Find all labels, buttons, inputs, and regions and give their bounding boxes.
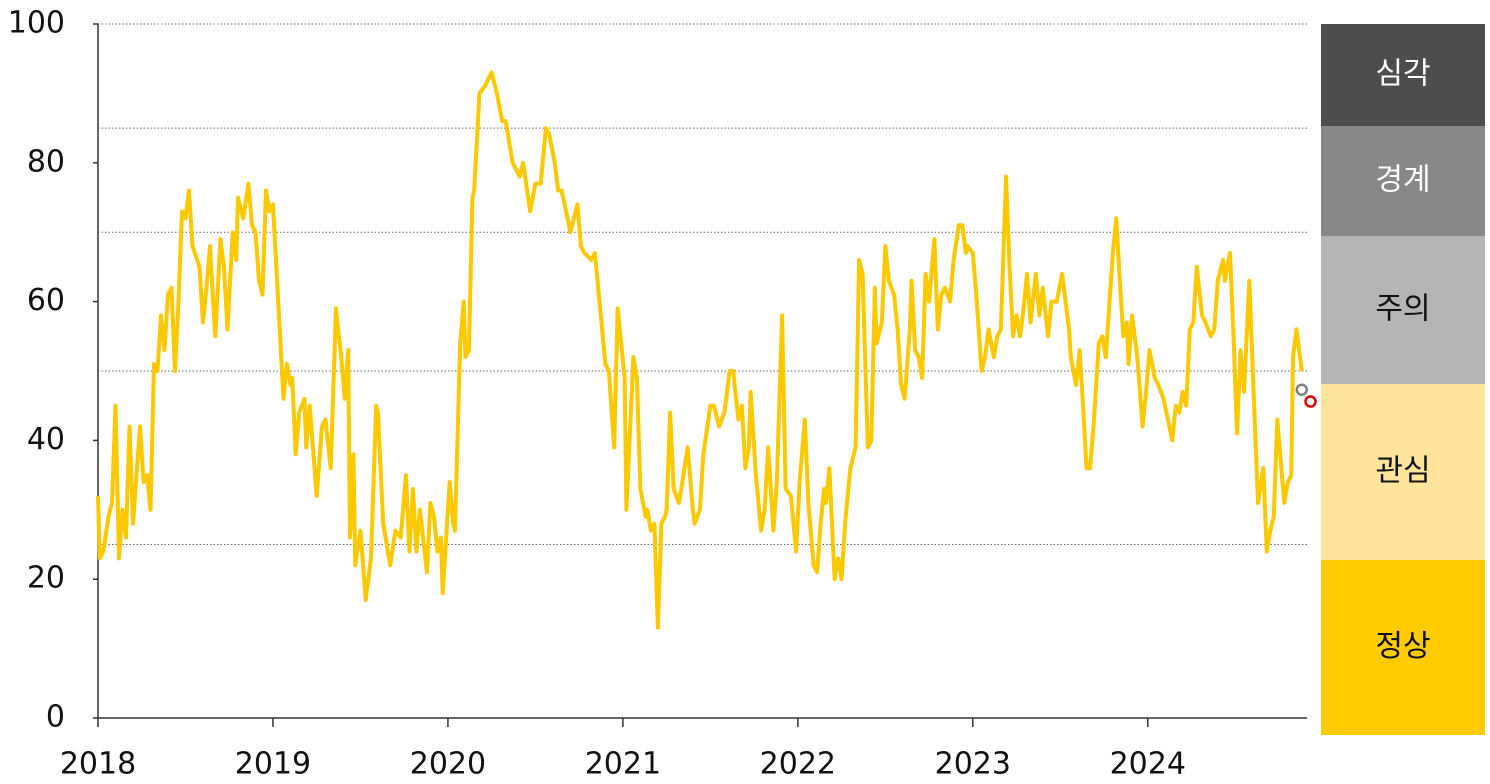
x-tick-label: 2022 xyxy=(760,747,836,782)
x-tick-label: 2021 xyxy=(585,747,661,782)
x-tick-label: 2019 xyxy=(235,747,311,782)
y-tick-label: 80 xyxy=(27,144,65,179)
level-label: 경계 xyxy=(1375,163,1430,198)
y-tick-label: 0 xyxy=(46,700,65,735)
x-tick-label: 2018 xyxy=(60,747,136,782)
level-band xyxy=(1321,560,1485,735)
level-band xyxy=(1321,126,1485,236)
end-marker xyxy=(1295,383,1309,396)
level-label: 주의 xyxy=(1375,292,1430,327)
level-label: 관심 xyxy=(1375,454,1430,489)
data-line xyxy=(96,70,1304,630)
x-tick-label: 2023 xyxy=(935,747,1011,782)
level-band xyxy=(1321,24,1485,126)
level-band xyxy=(1321,384,1485,560)
end-marker xyxy=(1304,395,1317,408)
y-tick-label: 20 xyxy=(27,561,65,596)
y-tick-label: 60 xyxy=(27,283,65,318)
y-tick-label: 100 xyxy=(8,6,65,41)
x-tick-label: 2024 xyxy=(1110,747,1186,782)
y-tick-label: 40 xyxy=(27,422,65,457)
x-tick-label: 2020 xyxy=(410,747,486,782)
level-label: 정상 xyxy=(1375,629,1430,664)
level-band xyxy=(1321,236,1485,384)
level-label: 심각 xyxy=(1375,57,1430,92)
